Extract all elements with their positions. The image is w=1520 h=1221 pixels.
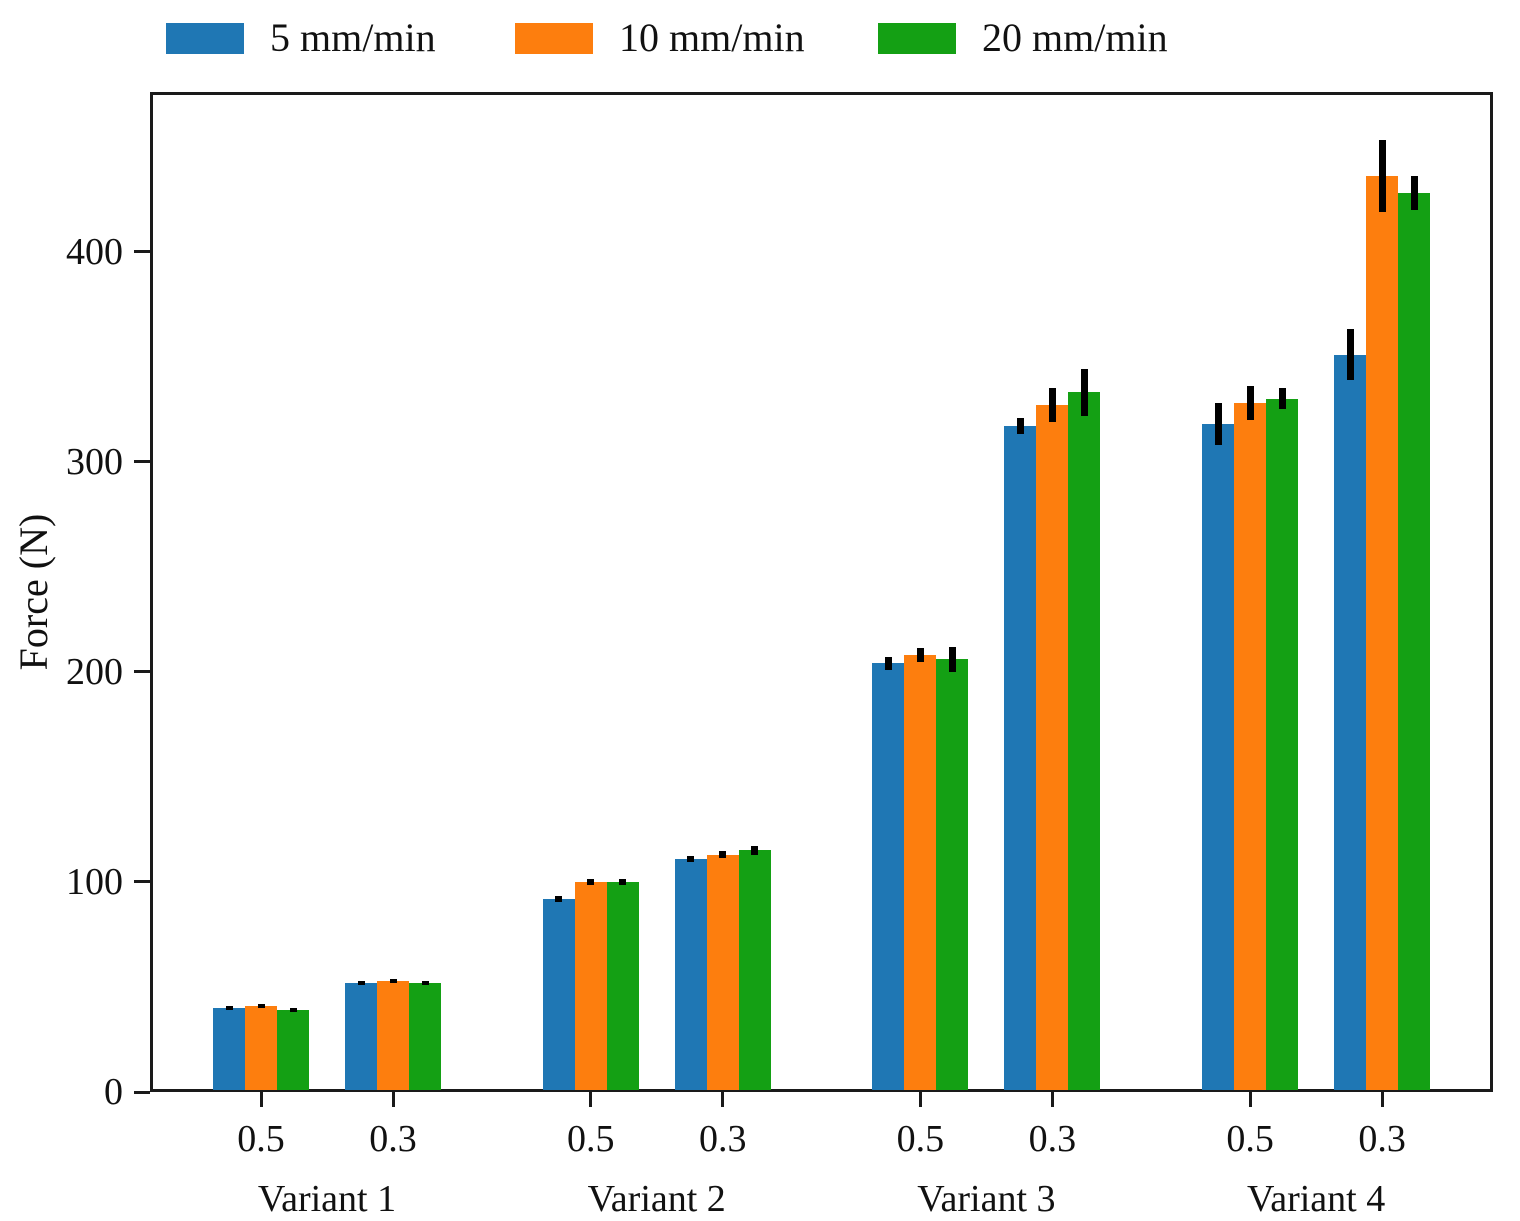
x-tick-mark: [918, 1092, 922, 1107]
bar-20mmmin-g3-0.3: [1068, 392, 1101, 1090]
error-bar: [555, 895, 563, 902]
legend-swatch-5mm: [166, 22, 244, 54]
y-tick-label: 300: [66, 440, 123, 483]
error-bar: [1410, 176, 1418, 210]
bar-10mmmin-g2-0.5: [574, 881, 607, 1090]
y-tick-label: 400: [66, 230, 123, 273]
error-bar: [257, 1003, 265, 1008]
x-group-label: Variant 4: [1246, 1178, 1386, 1220]
error-bar: [1346, 329, 1354, 380]
x-category-label: 0.3: [1028, 1118, 1077, 1160]
bar-20mmmin-g3-0.5: [936, 659, 969, 1090]
error-bar: [225, 1005, 233, 1011]
error-bar: [1080, 369, 1088, 416]
bar-5mmmin-g4-0.5: [1202, 423, 1235, 1090]
error-bar: [587, 878, 595, 886]
bar-10mmmin-g4-0.5: [1234, 402, 1267, 1090]
error-bar: [1214, 402, 1222, 445]
bar-10mmmin-g1-0.3: [377, 980, 409, 1090]
x-category-label: 0.3: [698, 1118, 747, 1160]
error-bar: [948, 646, 956, 672]
x-tick-mark: [1248, 1092, 1252, 1107]
y-tick-label: 0: [104, 1071, 123, 1113]
x-category-label: 0.5: [896, 1118, 945, 1160]
legend-item-10mm: 10 mm/min: [515, 16, 805, 60]
x-tick-mark: [1380, 1092, 1384, 1107]
legend-label-20mm: 20 mm/min: [982, 15, 1168, 60]
error-bar: [289, 1007, 297, 1013]
bar-5mmmin-g3-0.3: [1004, 426, 1037, 1090]
x-group-label: Variant 1: [257, 1178, 397, 1220]
error-bar: [619, 878, 627, 886]
x-tick-mark: [721, 1092, 725, 1107]
bar-10mmmin-g4-0.3: [1366, 176, 1399, 1090]
error-bar: [1246, 386, 1254, 420]
bar-10mmmin-g1-0.5: [245, 1005, 277, 1090]
bar-5mmmin-g3-0.5: [872, 663, 905, 1090]
legend-item-20mm: 20 mm/min: [878, 16, 1168, 60]
y-axis-title: Force (N): [11, 513, 56, 671]
x-tick-mark: [391, 1092, 395, 1107]
error-bar: [884, 657, 892, 670]
bar-20mmmin-g4-0.3: [1398, 192, 1431, 1090]
y-tick-mark: [134, 250, 150, 254]
bar-20mmmin-g1-0.5: [277, 1010, 309, 1090]
error-bar: [1016, 417, 1024, 435]
error-bar: [916, 647, 924, 663]
x-category-label: 0.5: [1226, 1118, 1274, 1160]
y-tick-mark: [134, 880, 150, 884]
x-tick-mark: [259, 1092, 263, 1107]
bar-5mmmin-g1-0.5: [213, 1007, 245, 1090]
y-tick-label: 100: [66, 860, 123, 903]
error-bar: [687, 855, 695, 862]
legend-swatch-10mm: [515, 22, 593, 54]
legend-swatch-20mm: [878, 22, 956, 54]
error-bar: [421, 980, 429, 985]
legend-item-5mm: 5 mm/min: [166, 16, 436, 60]
x-category-label: 0.3: [369, 1118, 417, 1160]
error-bar: [357, 980, 365, 985]
x-category-label: 0.3: [1358, 1118, 1406, 1160]
legend-label-10mm: 10 mm/min: [619, 15, 805, 60]
legend-label-5mm: 5 mm/min: [270, 15, 436, 60]
x-group-label: Variant 3: [917, 1178, 1056, 1220]
bar-5mmmin-g4-0.3: [1334, 354, 1367, 1090]
error-bar: [1378, 140, 1386, 212]
bar-5mmmin-g1-0.3: [345, 982, 377, 1090]
bar-20mmmin-g2-0.5: [606, 881, 639, 1090]
y-tick-mark: [134, 460, 150, 464]
bar-20mmmin-g2-0.3: [738, 850, 771, 1090]
error-bar: [1278, 388, 1286, 410]
x-group-label: Variant 2: [587, 1178, 726, 1220]
bar-20mmmin-g1-0.3: [409, 982, 441, 1090]
bar-5mmmin-g2-0.3: [674, 858, 707, 1090]
x-category-label: 0.5: [566, 1118, 615, 1160]
error-bar: [389, 978, 397, 983]
bar-5mmmin-g2-0.5: [542, 898, 575, 1090]
error-bar: [751, 846, 759, 855]
x-tick-mark: [1050, 1092, 1054, 1107]
x-category-label: 0.5: [237, 1118, 285, 1160]
y-tick-mark: [134, 1090, 150, 1094]
y-tick-label: 200: [66, 650, 123, 693]
error-bar: [719, 851, 727, 858]
bar-20mmmin-g4-0.5: [1266, 398, 1299, 1090]
bar-10mmmin-g3-0.3: [1036, 405, 1069, 1090]
bar-10mmmin-g3-0.5: [904, 655, 937, 1090]
y-tick-mark: [134, 670, 150, 674]
error-bar: [1048, 388, 1056, 422]
x-tick-mark: [589, 1092, 593, 1107]
bar-10mmmin-g2-0.3: [706, 854, 739, 1090]
